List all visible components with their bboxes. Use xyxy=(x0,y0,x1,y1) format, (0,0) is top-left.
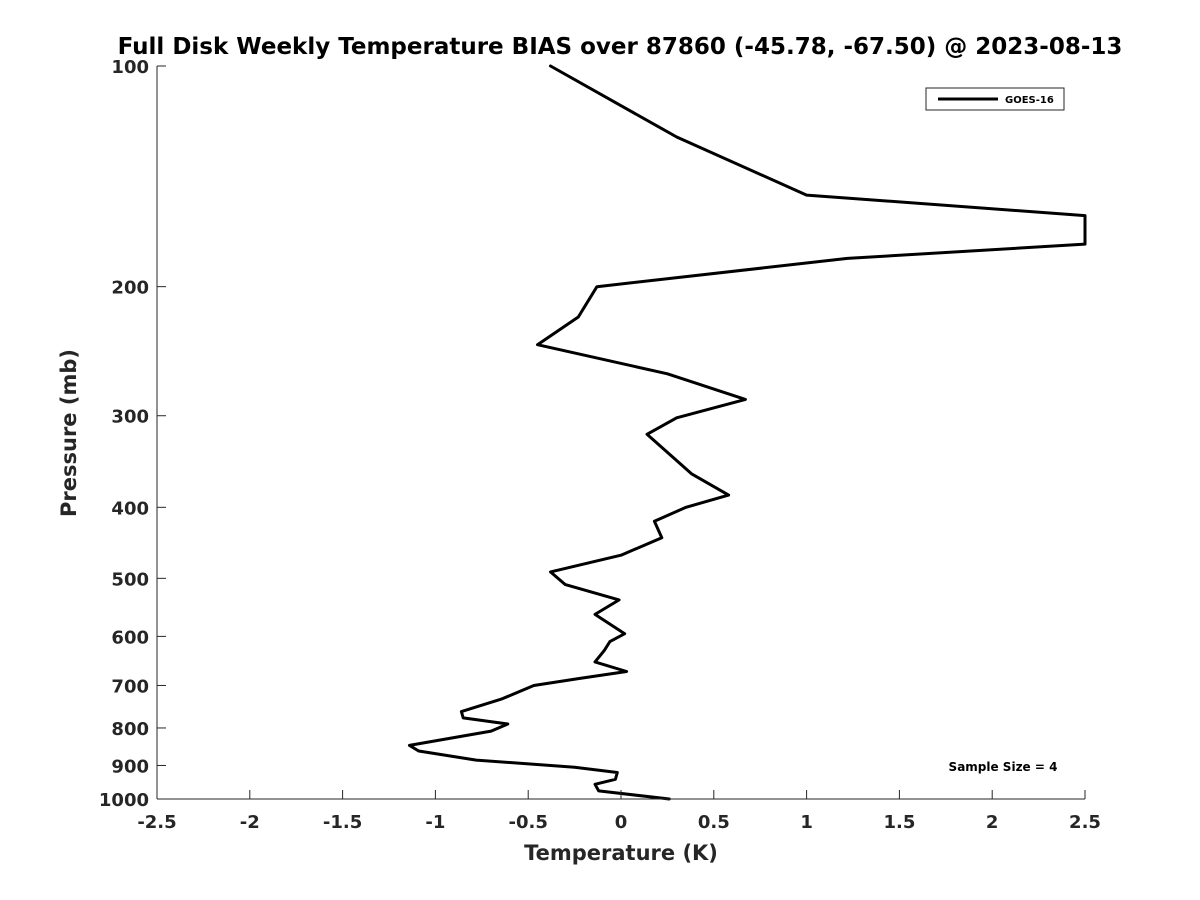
y-tick-label: 200 xyxy=(111,278,149,299)
y-tick-label: 400 xyxy=(111,498,149,519)
y-axis: 100 200 300 400 500 600 700 800 900 1000 xyxy=(99,57,166,811)
y-tick-label: 700 xyxy=(111,676,149,697)
x-tick-label: -2 xyxy=(240,812,260,833)
x-tick-label: 2 xyxy=(986,812,999,833)
legend-label-goes-16: GOES-16 xyxy=(1005,95,1054,106)
y-tick-label: 500 xyxy=(111,569,149,590)
y-tick-label: 600 xyxy=(111,627,149,648)
y-tick-label: 300 xyxy=(111,407,149,428)
x-tick-label: -1.5 xyxy=(323,812,362,833)
legend: GOES-16 xyxy=(925,87,1065,111)
x-tick-label: -0.5 xyxy=(509,812,548,833)
x-tick-label: 2.5 xyxy=(1069,812,1101,833)
data-line-goes-16 xyxy=(407,64,1087,801)
y-tick-label: 800 xyxy=(111,719,149,740)
x-tick-label: 1.5 xyxy=(883,812,915,833)
chart-title: Full Disk Weekly Temperature BIAS over 8… xyxy=(118,34,1123,60)
x-tick-label: 0.5 xyxy=(698,812,730,833)
plot-area xyxy=(407,64,1087,801)
x-tick-label: 0 xyxy=(615,812,628,833)
y-axis-label: Pressure (mb) xyxy=(57,349,81,517)
x-tick-label: -1 xyxy=(425,812,445,833)
x-tick-label: -2.5 xyxy=(137,812,176,833)
y-tick-label: 100 xyxy=(111,57,149,78)
y-tick-label: 1000 xyxy=(99,790,149,811)
x-axis-label: Temperature (K) xyxy=(524,841,718,865)
y-tick-label: 900 xyxy=(111,756,149,777)
x-axis: -2.5 -2 -1.5 -1 -0.5 0 0.5 1 1.5 2 2.5 xyxy=(137,790,1101,833)
x-tick-label: 1 xyxy=(800,812,813,833)
sample-size-annotation: Sample Size = 4 xyxy=(949,760,1058,774)
